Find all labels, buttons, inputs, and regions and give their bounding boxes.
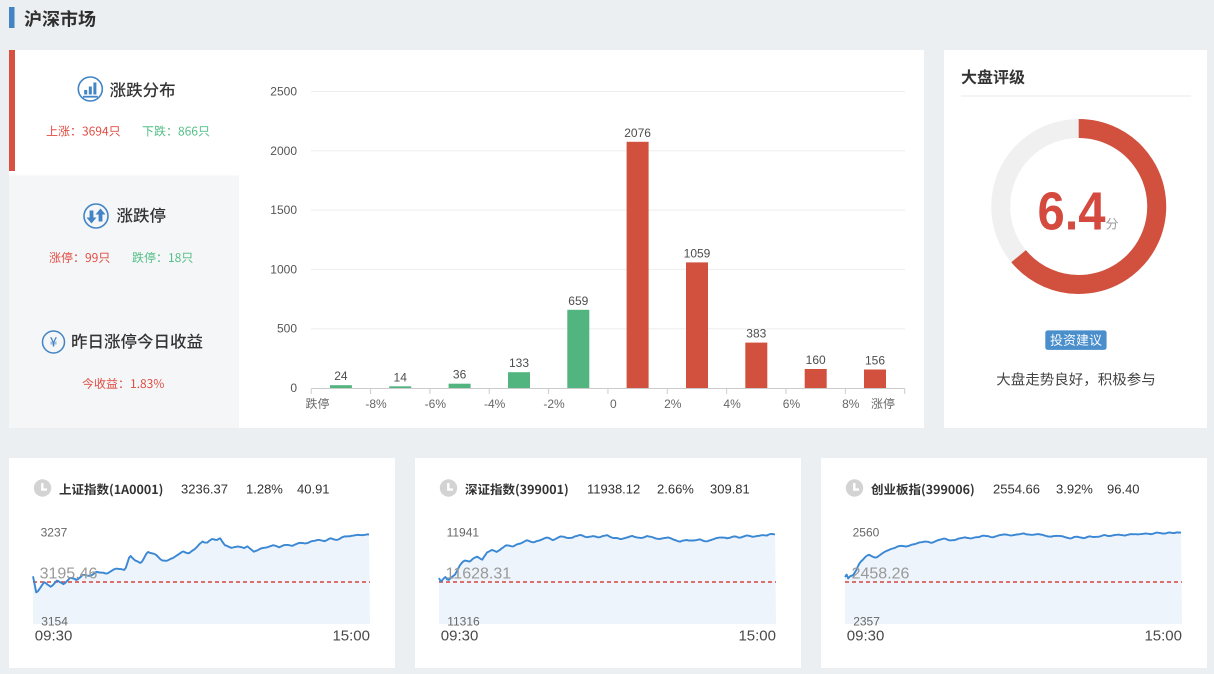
svg-text:11628.31: 11628.31 [446,566,512,583]
svg-text:133: 133 [509,356,529,370]
svg-text:15:00: 15:00 [332,628,370,645]
svg-text:6.4: 6.4 [1037,180,1105,241]
svg-text:11938.12: 11938.12 [587,482,640,497]
svg-text:8%: 8% [842,397,860,411]
svg-text:500: 500 [277,322,297,336]
svg-text:96.40: 96.40 [1107,482,1140,497]
svg-text:36: 36 [453,368,467,382]
svg-text:2554.66: 2554.66 [993,482,1040,497]
svg-text:1059: 1059 [684,246,711,260]
svg-text:6%: 6% [783,397,801,411]
svg-text:2500: 2500 [270,85,297,99]
svg-text:-2%: -2% [543,397,565,411]
svg-text:156: 156 [865,354,885,368]
svg-text:09:30: 09:30 [847,628,885,645]
svg-text:309.81: 309.81 [710,482,750,497]
svg-text:-4%: -4% [484,397,506,411]
svg-text:11941: 11941 [447,526,480,540]
svg-text:11316: 11316 [447,615,480,629]
svg-text:659: 659 [568,294,588,308]
svg-text:40.91: 40.91 [297,482,330,497]
svg-text:2000: 2000 [270,144,297,158]
svg-text:0: 0 [610,397,617,411]
svg-text:383: 383 [746,327,766,341]
svg-text:1000: 1000 [270,262,297,276]
svg-text:160: 160 [806,353,826,367]
svg-text:09:30: 09:30 [441,628,479,645]
svg-text:-8%: -8% [365,397,387,411]
svg-text:14: 14 [394,370,408,384]
svg-text:3.92%: 3.92% [1056,482,1093,497]
svg-text:2458.26: 2458.26 [852,566,910,583]
svg-text:2560: 2560 [853,526,880,540]
svg-text:2076: 2076 [624,126,651,140]
svg-text:1500: 1500 [270,203,297,217]
svg-text:24: 24 [334,369,348,383]
svg-text:3237: 3237 [41,526,68,540]
svg-text:09:30: 09:30 [35,628,73,645]
svg-text:2%: 2% [664,397,682,411]
svg-text:2357: 2357 [853,615,880,629]
svg-text:3236.37: 3236.37 [181,482,228,497]
svg-text:1.28%: 1.28% [246,482,283,497]
svg-text:15:00: 15:00 [1144,628,1182,645]
svg-text:3154: 3154 [41,615,68,629]
svg-text:0: 0 [290,381,297,395]
svg-text:-6%: -6% [425,397,447,411]
svg-text:4%: 4% [723,397,741,411]
svg-text:3195.46: 3195.46 [40,566,98,583]
svg-text:2.66%: 2.66% [657,482,694,497]
svg-text:15:00: 15:00 [738,628,776,645]
